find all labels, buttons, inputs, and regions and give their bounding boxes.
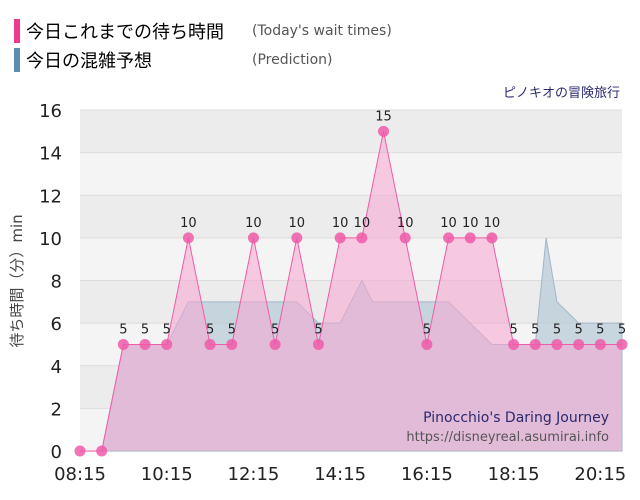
data-label: 10 [354,216,371,231]
y-tick-label: 16 [39,101,62,122]
data-label: 5 [574,322,582,337]
data-label: 5 [228,322,236,337]
data-point [96,445,108,457]
y-tick-label: 2 [51,399,62,420]
data-label: 5 [618,322,626,337]
grid-band [80,195,622,238]
data-label: 10 [180,216,197,231]
data-point [529,338,541,350]
data-label: 10 [397,216,414,231]
data-label: 10 [332,216,349,231]
data-label: 5 [509,322,517,337]
data-point [226,338,238,350]
data-label: 5 [206,322,214,337]
data-label: 5 [423,322,431,337]
data-label: 5 [596,322,604,337]
data-label: 5 [163,322,171,337]
watermark-title: Pinocchio's Daring Journey [423,410,609,426]
data-point [464,232,476,244]
legend-today: 今日これまでの待ち時間 (Today's wait times) [14,18,392,44]
data-label: 10 [289,216,306,231]
y-tick-label: 8 [51,272,62,293]
legend-label-today: 今日これまでの待ち時間 [26,22,224,43]
data-label: 5 [141,322,149,337]
data-label: 15 [375,109,392,124]
data-point [117,338,129,350]
data-label: 10 [484,216,501,231]
x-tick-label: 10:15 [141,464,193,485]
x-tick-label: 16:15 [401,464,453,485]
data-label: 10 [245,216,262,231]
data-label: 5 [119,322,127,337]
legend-sub-today: (Today's wait times) [252,23,392,39]
data-point [443,232,455,244]
data-point [399,232,411,244]
legend-swatch-today [14,19,20,43]
x-tick-label: 18:15 [488,464,540,485]
actual-area [80,131,622,451]
data-label: 5 [271,322,279,337]
data-label: 10 [462,216,479,231]
data-point [334,232,346,244]
data-point [291,232,303,244]
y-axis-label: 待ち時間（分）min [8,214,26,347]
data-point [356,232,368,244]
x-tick-label: 08:15 [54,464,106,485]
y-tick-label: 12 [39,186,62,207]
legend-swatch-prediction [14,48,20,72]
y-tick-label: 14 [39,144,62,165]
legend-sub-prediction: (Prediction) [252,52,333,68]
data-point [573,338,585,350]
y-tick-label: 4 [51,357,62,378]
data-label: 5 [553,322,561,337]
data-label: 5 [531,322,539,337]
data-point [594,338,606,350]
data-point [247,232,259,244]
legend-prediction: 今日の混雑予想 (Prediction) [14,47,332,73]
data-point [421,338,433,350]
data-point [616,338,628,350]
x-tick-label: 12:15 [228,464,280,485]
y-tick-label: 10 [39,229,62,250]
data-label: 5 [314,322,322,337]
data-point [182,232,194,244]
data-point [508,338,520,350]
y-tick-label: 6 [51,314,62,335]
data-point [312,338,324,350]
data-label: 10 [440,216,457,231]
x-tick-label: 20:15 [574,464,626,485]
data-point [161,338,173,350]
data-point [74,445,86,457]
data-point [269,338,281,350]
data-point [139,338,151,350]
legend-label-prediction: 今日の混雑予想 [26,51,152,72]
data-point [486,232,498,244]
watermark-url: https://disneyreal.asumirai.info [406,430,609,445]
attraction-name: ピノキオの冒険旅行 [503,86,620,101]
data-point [551,338,563,350]
x-tick-label: 14:15 [314,464,366,485]
data-point [378,125,390,137]
y-tick-label: 0 [51,442,62,463]
data-point [204,338,216,350]
grid-band [80,110,622,153]
